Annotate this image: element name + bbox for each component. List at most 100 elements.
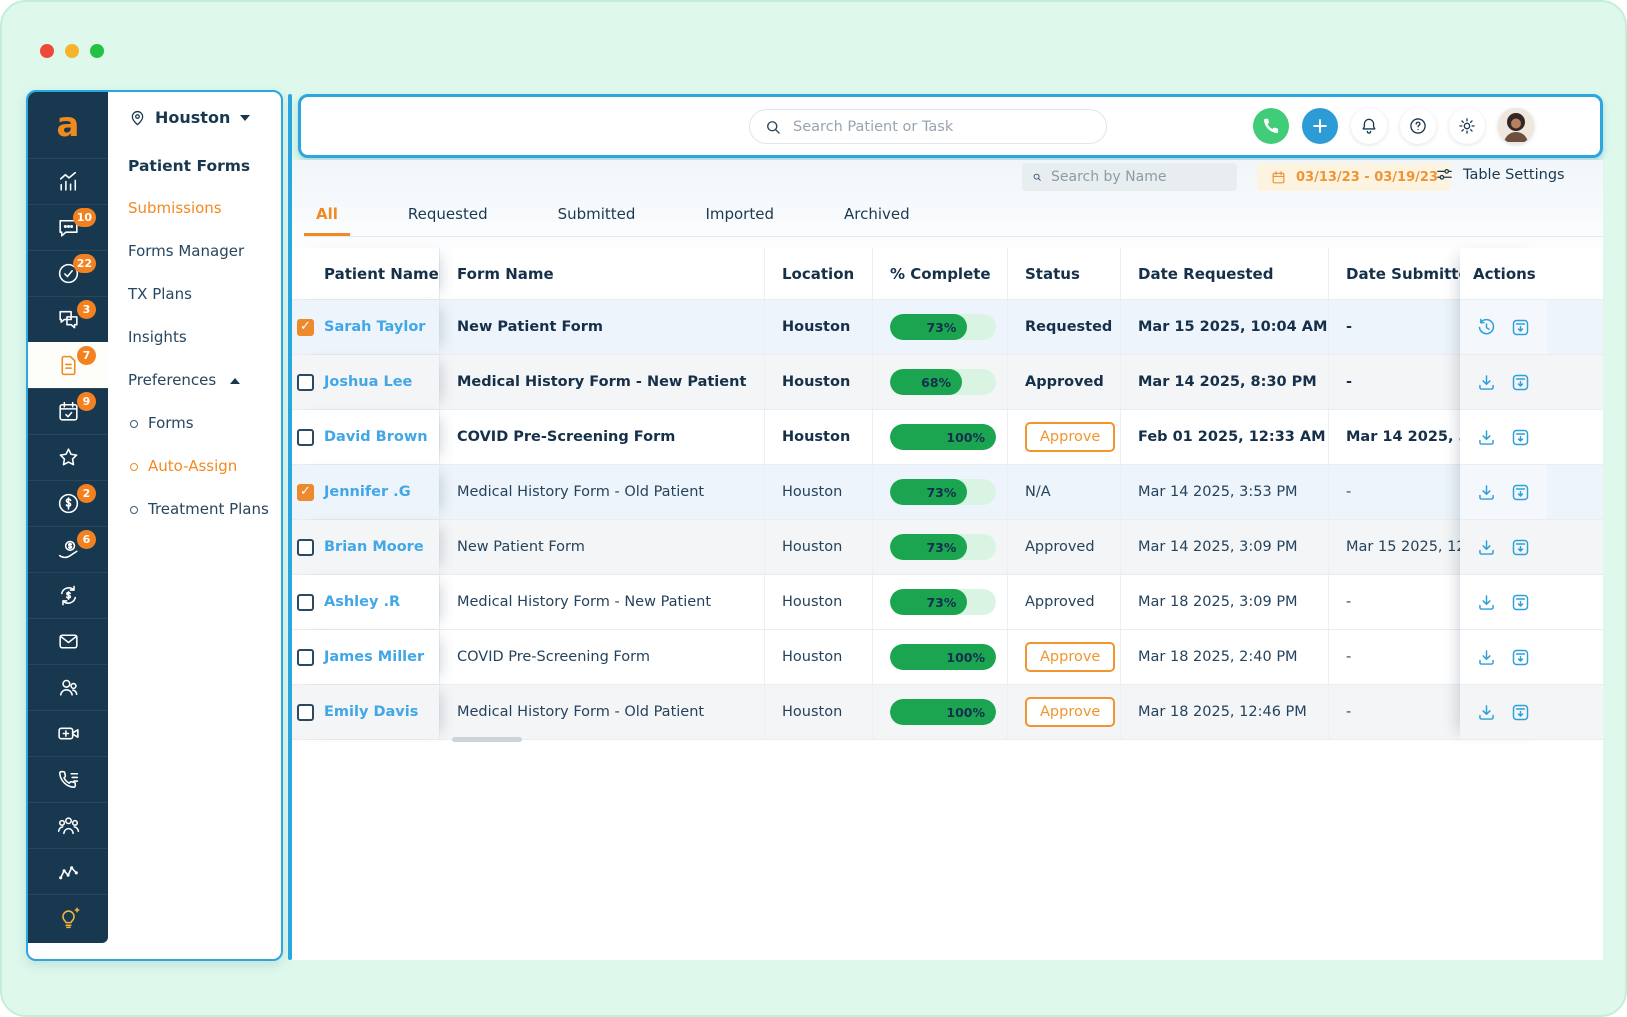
submissions-table: Patient Name Form Name Location % Comple… <box>292 248 1603 740</box>
search-by-name-input[interactable] <box>1049 168 1227 186</box>
column-header-date-requested[interactable]: Date Requested <box>1120 248 1328 299</box>
patient-name-link[interactable]: Ashley .R <box>324 594 400 610</box>
plus-icon <box>1310 116 1330 136</box>
archive-box-icon[interactable] <box>1510 317 1531 338</box>
history-icon[interactable] <box>1476 317 1497 338</box>
patient-name-link[interactable]: Jennifer .G <box>324 484 411 500</box>
patient-name-link[interactable]: Emily Davis <box>324 704 418 720</box>
menu-item-tx-plans[interactable]: TX Plans <box>128 285 273 304</box>
sidebar-item-billing[interactable]: 2 <box>28 480 108 526</box>
call-log-icon <box>56 767 81 792</box>
row-checkbox[interactable] <box>297 704 314 721</box>
app-logo[interactable]: a <box>28 92 108 158</box>
sidebar-item-video-call[interactable] <box>28 710 108 756</box>
row-checkbox[interactable] <box>297 484 314 501</box>
row-checkbox[interactable] <box>297 594 314 611</box>
tab-requested[interactable]: Requested <box>396 205 500 236</box>
row-checkbox[interactable] <box>297 649 314 666</box>
patient-name-link[interactable]: David Brown <box>324 429 428 445</box>
tab-archived[interactable]: Archived <box>832 205 922 236</box>
patient-name-link[interactable]: James Miller <box>324 649 424 665</box>
form-name-cell: New Patient Form <box>439 520 764 574</box>
close-button[interactable] <box>40 44 54 58</box>
archive-box-icon[interactable] <box>1510 427 1531 448</box>
download-icon[interactable] <box>1476 592 1497 613</box>
column-header-patient-name[interactable]: Patient Name <box>292 248 439 299</box>
tab-imported[interactable]: Imported <box>693 205 786 236</box>
row-checkbox[interactable] <box>297 319 314 336</box>
sidebar-item-analytics[interactable] <box>28 158 108 204</box>
archive-box-icon[interactable] <box>1510 702 1531 723</box>
location-selector[interactable]: Houston <box>128 108 273 127</box>
tab-submitted[interactable]: Submitted <box>546 205 648 236</box>
approve-button[interactable]: Approve <box>1025 642 1115 672</box>
sidebar-item-patient-forms[interactable]: 7 <box>28 342 108 388</box>
sidebar-item-calendar[interactable]: 9 <box>28 388 108 434</box>
search-by-name[interactable] <box>1022 163 1237 191</box>
date-range-picker[interactable]: 03/13/23 - 03/19/23 <box>1257 163 1451 191</box>
download-icon[interactable] <box>1476 702 1497 723</box>
sidebar-item-mail[interactable] <box>28 618 108 664</box>
menu-item-pref-treatment-plans[interactable]: Treatment Plans <box>128 500 273 519</box>
download-icon[interactable] <box>1476 647 1497 668</box>
column-header-location[interactable]: Location <box>764 248 872 299</box>
settings-button[interactable] <box>1449 108 1485 144</box>
sidebar-item-patients[interactable] <box>28 664 108 710</box>
download-icon[interactable] <box>1476 372 1497 393</box>
patient-name-link[interactable]: Joshua Lee <box>324 374 412 390</box>
download-icon[interactable] <box>1476 537 1497 558</box>
phone-call-button[interactable] <box>1253 108 1289 144</box>
maximize-button[interactable] <box>90 44 104 58</box>
tab-all[interactable]: All <box>304 205 350 236</box>
minimize-button[interactable] <box>65 44 79 58</box>
download-icon[interactable] <box>1476 482 1497 503</box>
sidebar-item-team[interactable] <box>28 802 108 848</box>
avatar-image <box>1498 108 1534 144</box>
global-search-input[interactable] <box>791 118 1092 136</box>
recurring-payments-icon <box>56 583 81 608</box>
table-settings-button[interactable]: Table Settings <box>1435 165 1565 184</box>
add-button[interactable] <box>1302 108 1338 144</box>
archive-box-icon[interactable] <box>1510 537 1531 558</box>
approve-button[interactable]: Approve <box>1025 697 1115 727</box>
column-header-complete[interactable]: % Complete <box>872 248 1007 299</box>
approve-button[interactable]: Approve <box>1025 422 1115 452</box>
gear-icon <box>1457 116 1477 136</box>
column-header-form-name[interactable]: Form Name <box>439 248 764 299</box>
row-checkbox[interactable] <box>297 539 314 556</box>
menu-item-submissions[interactable]: Submissions <box>128 199 273 218</box>
location-label: Houston <box>155 108 230 127</box>
sidebar-item-ideas[interactable] <box>28 894 108 940</box>
menu-item-forms-manager[interactable]: Forms Manager <box>128 242 273 261</box>
archive-box-icon[interactable] <box>1510 482 1531 503</box>
sidebar-item-payments[interactable]: 6 <box>28 526 108 572</box>
column-header-status[interactable]: Status <box>1007 248 1120 299</box>
menu-item-insights[interactable]: Insights <box>128 328 273 347</box>
user-avatar[interactable] <box>1498 108 1534 144</box>
sidebar-item-reviews[interactable] <box>28 434 108 480</box>
help-button[interactable] <box>1400 108 1436 144</box>
sidebar-item-call-log[interactable] <box>28 756 108 802</box>
archive-box-icon[interactable] <box>1510 647 1531 668</box>
sidebar-item-conversations[interactable]: 3 <box>28 296 108 342</box>
row-actions <box>1460 520 1547 575</box>
row-checkbox[interactable] <box>297 374 314 391</box>
sidebar-item-chat[interactable]: 10 <box>28 204 108 250</box>
notifications-button[interactable] <box>1351 108 1387 144</box>
patient-name-link[interactable]: Sarah Taylor <box>324 319 425 335</box>
patient-name-link[interactable]: Brian Moore <box>324 539 424 555</box>
archive-box-icon[interactable] <box>1510 592 1531 613</box>
row-checkbox[interactable] <box>297 429 314 446</box>
global-search[interactable] <box>749 109 1107 144</box>
horizontal-scrollbar[interactable] <box>452 737 522 742</box>
sidebar-item-recurring-payments[interactable] <box>28 572 108 618</box>
date-requested-cell: Mar 14 2025, 3:09 PM <box>1120 520 1328 574</box>
column-header-actions[interactable]: Actions <box>1460 248 1547 300</box>
menu-item-preferences[interactable]: Preferences <box>128 371 273 390</box>
sidebar-item-tasks[interactable]: 22 <box>28 250 108 296</box>
menu-item-pref-forms[interactable]: Forms <box>128 414 273 433</box>
archive-box-icon[interactable] <box>1510 372 1531 393</box>
menu-item-pref-auto-assign[interactable]: Auto-Assign <box>128 457 273 476</box>
sidebar-item-patient-journey[interactable] <box>28 848 108 894</box>
download-icon[interactable] <box>1476 427 1497 448</box>
